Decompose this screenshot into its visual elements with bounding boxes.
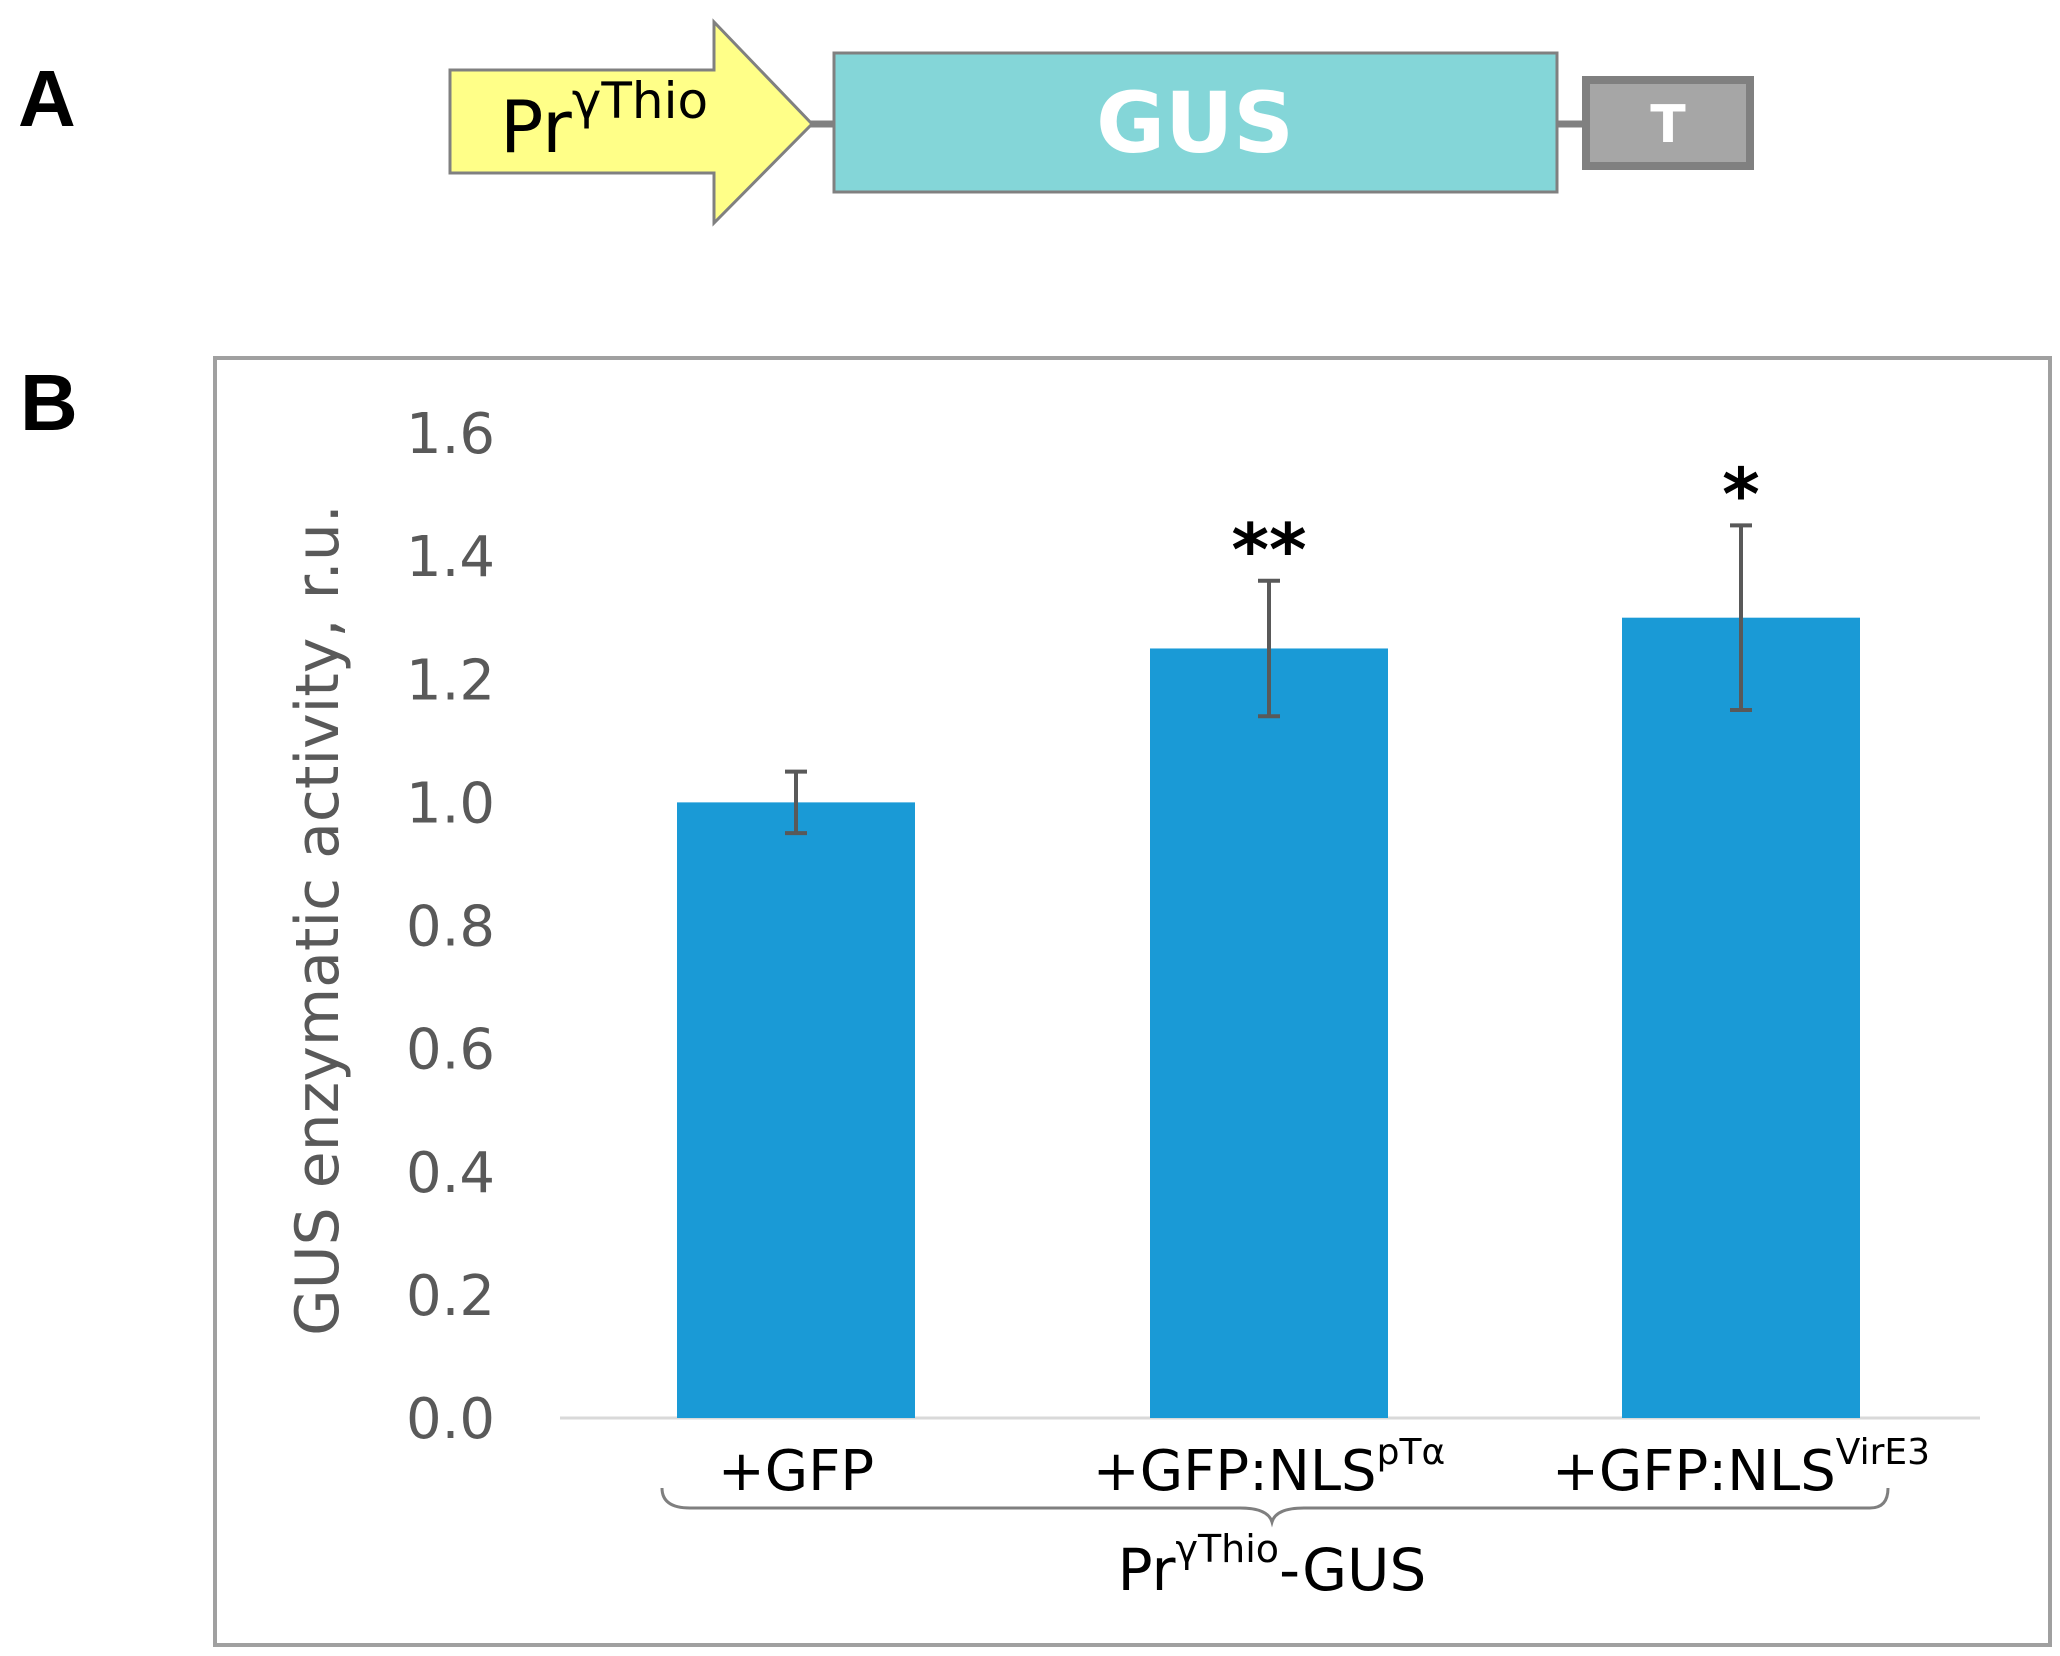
- significance-marks: ***: [1231, 452, 1759, 591]
- y-tick-labels: 0.0 0.2 0.4 0.6 0.8 1.0 1.2 1.4 1.6: [406, 402, 495, 1452]
- category-label: +GFP:NLSpTα: [1093, 1432, 1445, 1504]
- category-label-main: +GFP: [718, 1439, 874, 1504]
- group-label: PrγThio-GUS: [1118, 1527, 1427, 1604]
- category-label: +GFP:NLSVirE3: [1552, 1432, 1930, 1504]
- significance-mark: **: [1231, 508, 1306, 592]
- gus-gene-label: GUS: [1096, 74, 1294, 172]
- category-label-main: +GFP:NLS: [1552, 1439, 1836, 1504]
- y-tick-label: 1.0: [406, 771, 495, 836]
- y-tick-label: 1.6: [406, 402, 495, 467]
- gene-construct: PrγThio GUS T: [448, 18, 1754, 227]
- y-axis-label: GUS enzymatic activity, r.u.: [283, 504, 353, 1336]
- promoter-label: PrγThio: [500, 72, 708, 169]
- group-brace: [660, 1487, 1890, 1528]
- terminator-label: T: [1650, 95, 1686, 155]
- y-tick-label: 0.6: [406, 1018, 495, 1083]
- bar: [1622, 617, 1860, 1418]
- promoter-label-main: Pr: [500, 85, 572, 169]
- group-label-sup: γThio: [1175, 1527, 1279, 1571]
- error-bar: [1730, 523, 1752, 713]
- category-label-sup: VirE3: [1836, 1432, 1930, 1473]
- bar: [677, 802, 915, 1418]
- y-tick-label: 0.4: [406, 1141, 495, 1206]
- gus-gene-box: [832, 51, 1559, 194]
- y-tick-label: 0.2: [406, 1264, 495, 1329]
- y-tick-label: 1.4: [406, 525, 495, 590]
- significance-mark: *: [1722, 452, 1760, 536]
- promoter-label-sup: γThio: [572, 72, 708, 130]
- y-tick-label: 1.2: [406, 648, 495, 713]
- y-tick-label: 0.8: [406, 895, 495, 960]
- category-labels: +GFP +GFP:NLSpTα +GFP:NLSVirE3: [718, 1432, 1930, 1504]
- y-tick-label: 0.0: [406, 1387, 495, 1452]
- group-label-suffix: -GUS: [1279, 1536, 1426, 1604]
- bar: [1150, 648, 1388, 1418]
- group-label-main: Pr: [1118, 1536, 1176, 1604]
- terminator-box: [1582, 76, 1754, 170]
- error-bar: [1258, 578, 1280, 719]
- category-label-sup: pTα: [1377, 1432, 1446, 1473]
- category-label: +GFP: [718, 1439, 874, 1504]
- error-bars: [785, 523, 1752, 836]
- panel-b-letter: B: [20, 358, 78, 447]
- promoter-arrow: [448, 18, 815, 227]
- panel-a-letter: A: [18, 54, 76, 143]
- error-bar: [785, 769, 807, 836]
- category-label-main: +GFP:NLS: [1093, 1439, 1377, 1504]
- bars: [677, 617, 1860, 1418]
